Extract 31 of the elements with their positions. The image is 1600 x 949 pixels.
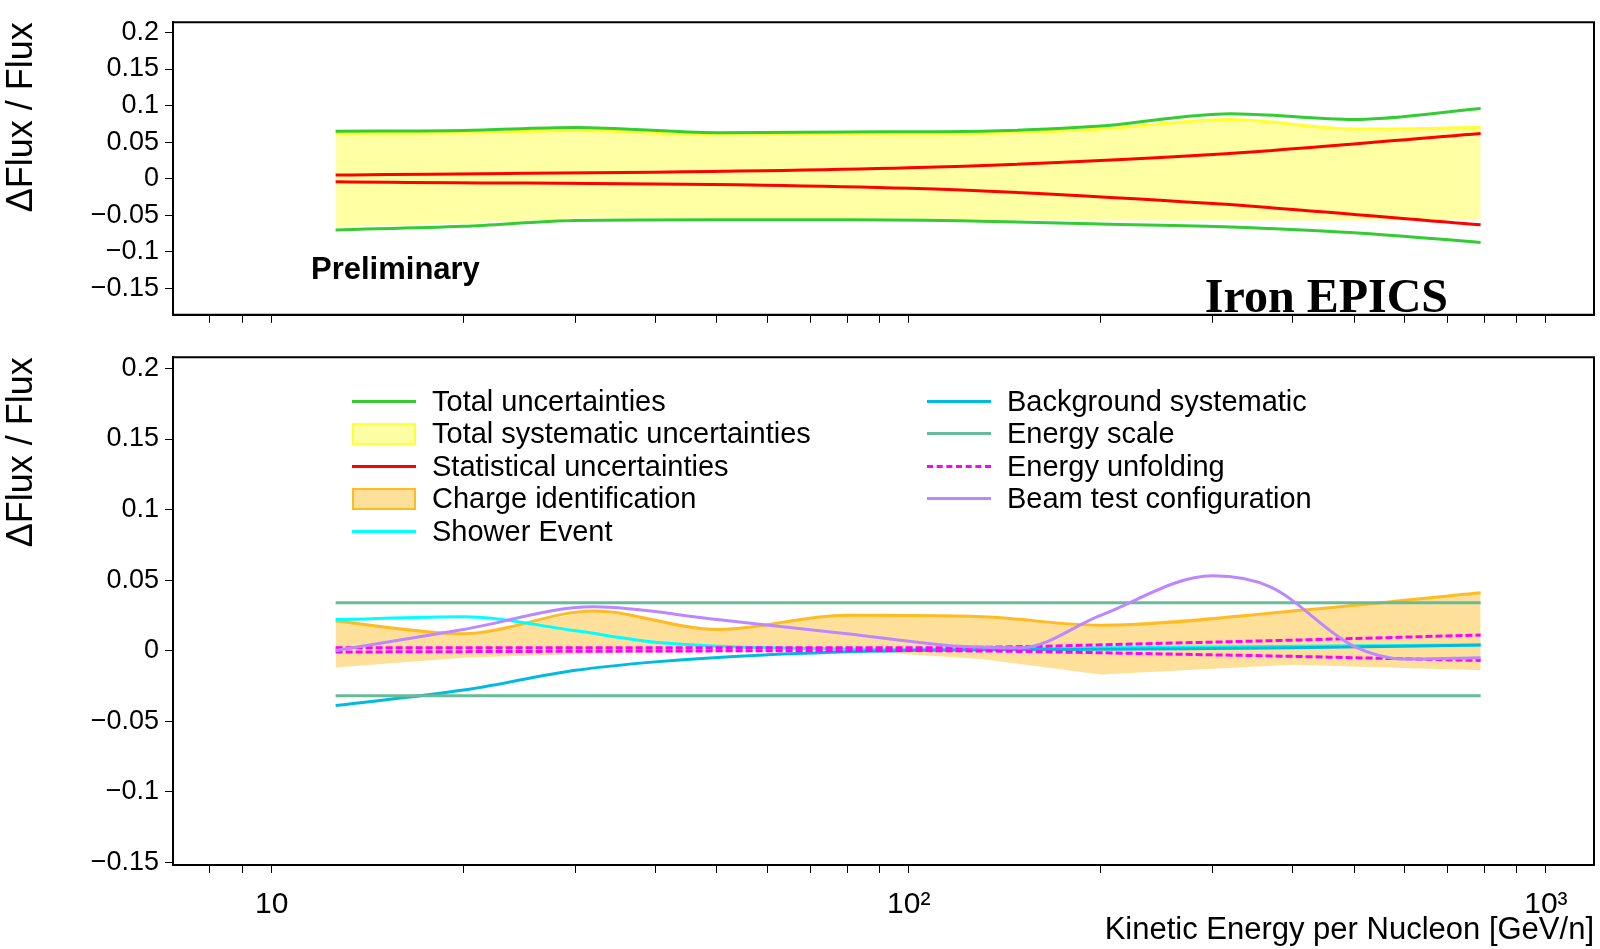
y-tick-label: −0.15 — [90, 845, 159, 876]
legend-label: Shower Event — [432, 514, 613, 548]
y-tick-label: 0.05 — [106, 125, 159, 156]
y-tick-label: −0.1 — [105, 775, 159, 806]
y-tick-label: 0.05 — [106, 563, 159, 594]
y-tick-label: −0.05 — [90, 704, 159, 735]
legend-label: Total uncertainties — [432, 384, 666, 418]
y-tick-label: 0 — [143, 162, 159, 193]
legend-label: Total systematic uncertainties — [432, 417, 811, 451]
annotation: Preliminary — [311, 250, 481, 286]
y-tick-label: −0.05 — [90, 198, 159, 229]
y-tick-label: −0.1 — [105, 235, 159, 266]
x-tick-label: 10 — [255, 886, 289, 920]
legend-label: Beam test configuration — [1007, 482, 1312, 516]
y-tick-label: −0.15 — [90, 271, 159, 302]
annotation: Iron EPICS — [1204, 268, 1448, 322]
legend-label: Charge identification — [432, 482, 697, 516]
y-axis-title: ΔFlux / Flux — [0, 357, 40, 548]
legend-label: Energy unfolding — [1007, 449, 1225, 483]
y-tick-label: 0.2 — [121, 351, 159, 382]
legend-label: Statistical uncertainties — [432, 449, 729, 483]
y-tick-label: 0 — [143, 634, 159, 665]
y-tick-label: 0.15 — [106, 52, 159, 83]
legend-label: Background systematic — [1007, 384, 1307, 418]
y-tick-label: 0.15 — [106, 422, 159, 453]
y-tick-label: 0.2 — [121, 15, 159, 46]
y-tick-label: 0.1 — [121, 492, 159, 523]
legend-label: Energy scale — [1007, 417, 1175, 451]
y-axis-title: ΔFlux / Flux — [0, 22, 40, 213]
y-tick-label: 0.1 — [121, 89, 159, 120]
x-tick-label: 10² — [887, 886, 931, 920]
